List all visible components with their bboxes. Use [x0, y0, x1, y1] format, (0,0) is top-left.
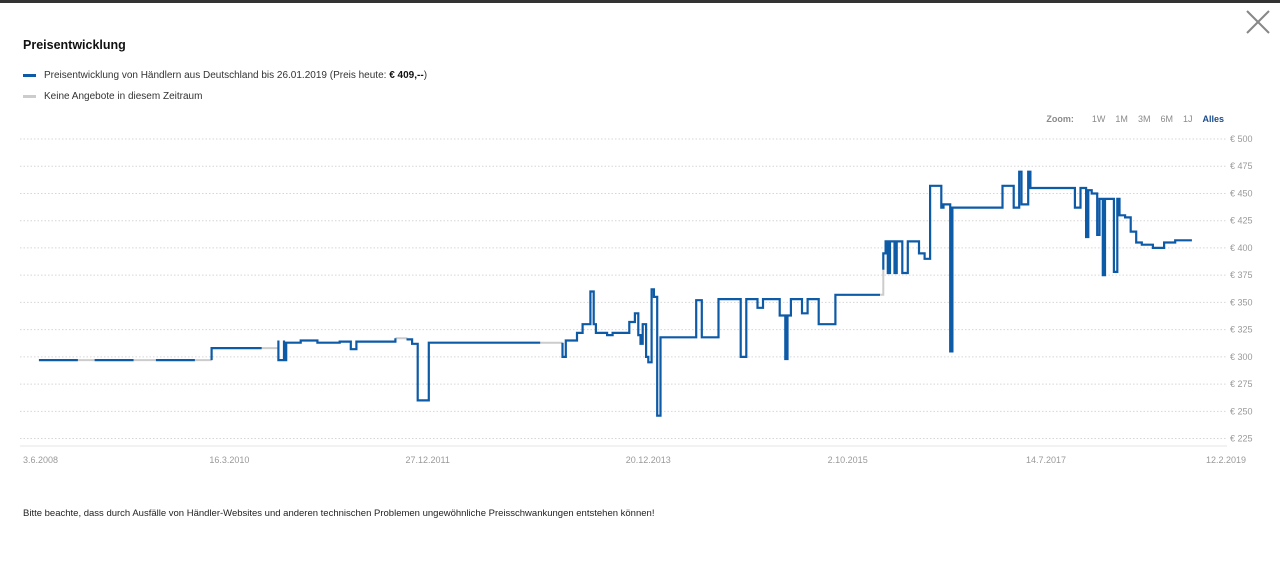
- zoom-3m-button[interactable]: 3M: [1137, 114, 1151, 124]
- y-tick-label: € 425: [1230, 216, 1253, 226]
- series-price-line: [882, 170, 1192, 353]
- series-price-line: [406, 338, 541, 402]
- page-title: Preisentwicklung: [23, 38, 126, 52]
- legend-swatch-no-offers: [23, 95, 36, 98]
- zoom-1j-button[interactable]: 1J: [1182, 114, 1193, 124]
- y-tick-label: € 300: [1230, 352, 1253, 362]
- x-tick-label: 27.12.2011: [406, 455, 450, 465]
- series-price-line: [561, 288, 880, 417]
- zoom-6m-button[interactable]: 6M: [1160, 114, 1173, 124]
- y-tick-label: € 325: [1230, 325, 1253, 335]
- y-tick-label: € 250: [1230, 406, 1253, 416]
- x-tick-label: 12.2.2019: [1206, 455, 1246, 465]
- x-tick-label: 20.12.2013: [626, 455, 671, 465]
- price-today: € 409,--: [389, 70, 424, 81]
- x-tick-label: 2.10.2015: [828, 455, 868, 465]
- series-price-line: [277, 338, 397, 362]
- y-tick-label: € 275: [1230, 379, 1253, 389]
- disclaimer-note: Bitte beachte, dass durch Ausfälle von H…: [23, 508, 655, 519]
- x-tick-label: 14.7.2017: [1026, 455, 1066, 465]
- top-border: [0, 0, 1280, 3]
- close-icon[interactable]: [1243, 7, 1273, 37]
- legend-item-prices: Preisentwicklung von Händlern aus Deutsc…: [23, 70, 427, 81]
- y-tick-label: € 225: [1230, 434, 1253, 444]
- series-no-offers-line: [880, 269, 885, 296]
- price-chart: € 225 € 250 € 275 € 300 € 325 € 350 € 375 € 400…: [20, 134, 1253, 465]
- x-tick-label: 3.6.2008: [23, 455, 58, 465]
- y-tick-label: € 450: [1230, 188, 1253, 198]
- zoom-controls: Zoom: 1W 1M 3M 6M 1J Alles: [1046, 114, 1224, 124]
- series-no-offers-line: [395, 337, 408, 340]
- zoom-label: Zoom:: [1046, 114, 1074, 124]
- x-tick-label: 16.3.2010: [209, 455, 249, 465]
- legend-label-prices: Preisentwicklung von Händlern aus Deutsc…: [44, 70, 428, 81]
- y-tick-label: € 400: [1230, 243, 1253, 253]
- zoom-1w-button[interactable]: 1W: [1091, 114, 1106, 124]
- legend-swatch-prices: [23, 74, 36, 77]
- legend-label-no-offers: Keine Angebote in diesem Zeitraum: [44, 91, 203, 102]
- y-tick-label: € 500: [1230, 134, 1253, 144]
- y-tick-label: € 375: [1230, 270, 1253, 280]
- y-tick-label: € 475: [1230, 161, 1253, 171]
- zoom-1m-button[interactable]: 1M: [1115, 114, 1128, 124]
- legend-item-no-offers: Keine Angebote in diesem Zeitraum: [23, 91, 202, 102]
- series-price-line: [210, 347, 262, 361]
- y-tick-label: € 350: [1230, 297, 1253, 307]
- zoom-alles-button[interactable]: Alles: [1202, 114, 1224, 124]
